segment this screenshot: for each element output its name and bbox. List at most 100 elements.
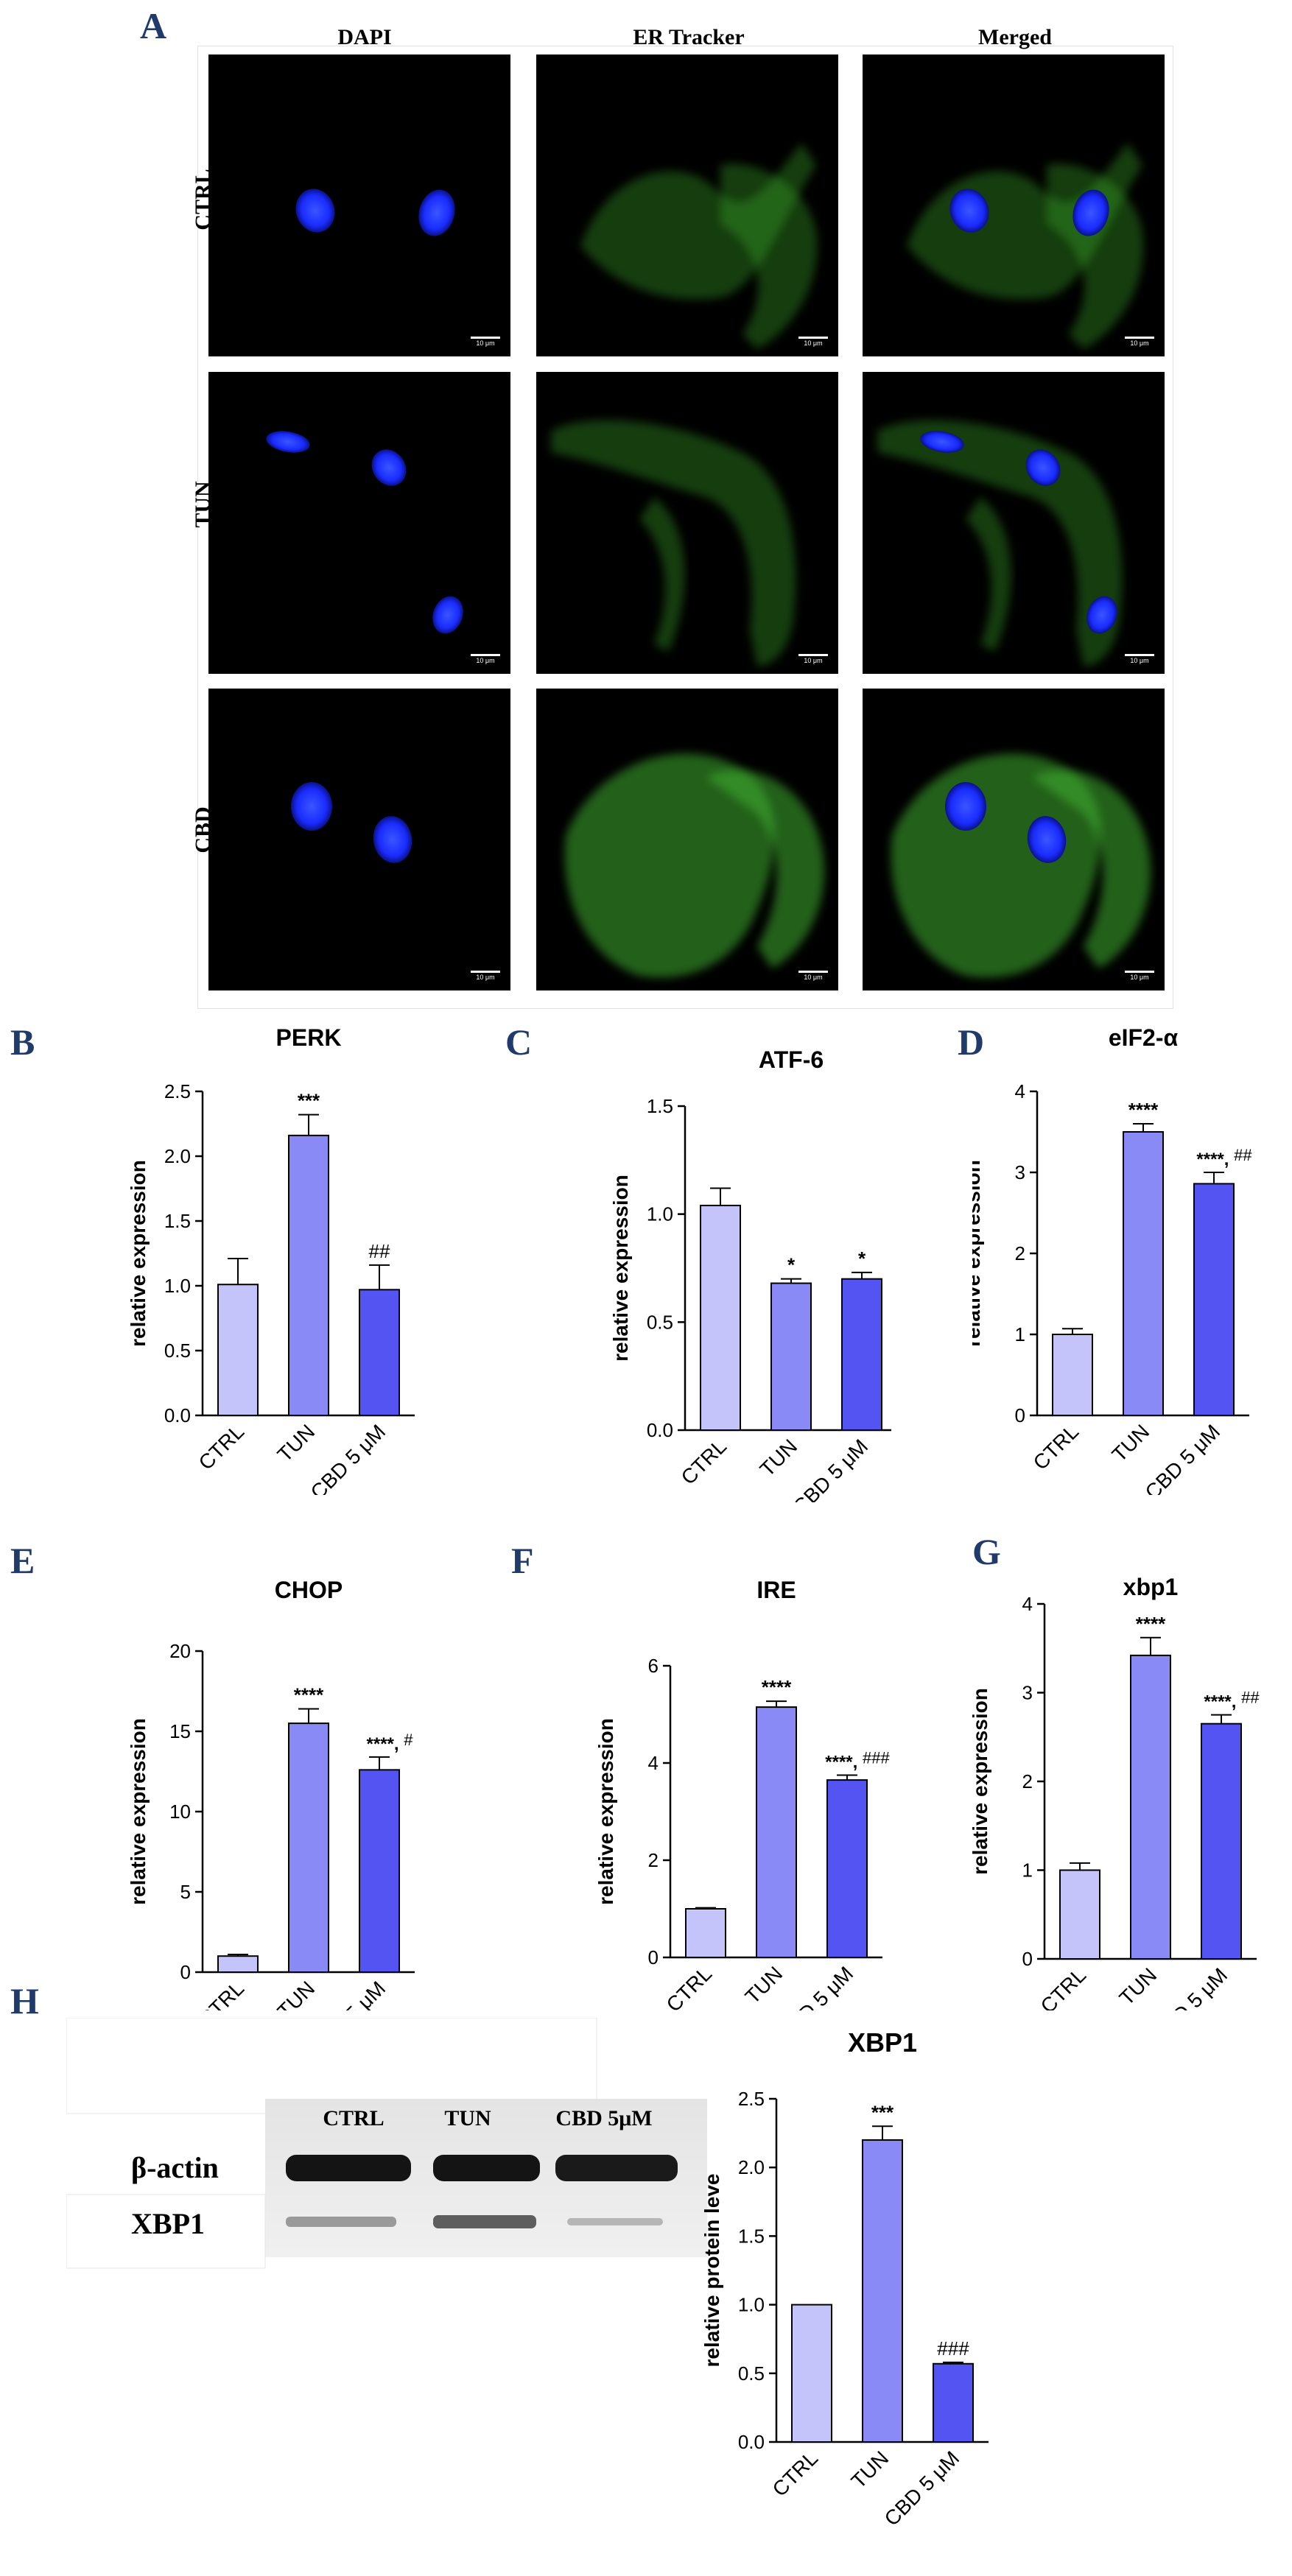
x-tick-label: TUN [1115, 1963, 1162, 2010]
panel-letter-d: D [958, 1021, 985, 1063]
scale-bar: 10 μm [798, 337, 828, 348]
scale-bar-line [1125, 337, 1154, 339]
x-tick-label: CTRL [194, 1977, 249, 2010]
x-tick-label: CTRL [662, 1962, 717, 2010]
scale-bar-line [471, 971, 500, 973]
scale-bar-label: 10 μm [804, 339, 823, 347]
x-tick-label: TUN [741, 1962, 787, 2008]
panel-letter-b: B [10, 1021, 35, 1063]
micrograph-ctrl-merged: 10 μm [863, 54, 1165, 356]
scale-bar-label: 10 μm [1130, 339, 1149, 347]
y-tick-label: 0 [1022, 1948, 1033, 1970]
y-tick-label: 2.5 [738, 2088, 765, 2110]
x-tick-label: CTRL [768, 2446, 823, 2501]
y-tick-label: 0.0 [647, 1419, 673, 1441]
y-tick-label: 0.0 [738, 2431, 765, 2453]
significance-label: * [787, 1254, 796, 1276]
y-tick-label: 2.0 [738, 2156, 765, 2178]
significance-label: **** [762, 1676, 792, 1698]
micrograph-tun-dapi: 10 μm [208, 372, 510, 674]
bar [1052, 1334, 1093, 1416]
y-tick-label: 0.0 [164, 1404, 191, 1426]
y-tick-label: 1.0 [164, 1275, 191, 1297]
micrograph-ctrl-er-tracker: 10 μm [536, 54, 838, 356]
y-tick-label: 6 [648, 1655, 659, 1677]
column-header-er-tracker: ER Tracker [633, 25, 745, 49]
bar [841, 1278, 882, 1431]
scale-bar: 10 μm [798, 971, 828, 982]
nucleus [920, 431, 964, 453]
er-signal [1032, 770, 1151, 968]
significance-label: ****, ### [825, 1749, 890, 1773]
bar [288, 1134, 329, 1416]
panel-letter-h: H [10, 1980, 39, 2021]
er-signal [1047, 163, 1144, 349]
y-tick-label: 2.5 [164, 1080, 191, 1102]
y-tick-label: 15 [169, 1720, 191, 1742]
x-tick-label: CBD 5 μM [774, 1962, 858, 2010]
bar [791, 2304, 832, 2443]
x-tick-label: CBD 5 μM [306, 1977, 390, 2010]
y-tick-label: 4 [1015, 1080, 1025, 1102]
scale-bar-label: 10 μm [1130, 657, 1149, 664]
chart-title: ATF-6 [759, 1046, 824, 1073]
scale-bar-line [798, 654, 828, 656]
scale-bar-label: 10 μm [476, 339, 495, 347]
significance-label: **** [1128, 1099, 1159, 1121]
significance-label: **** [294, 1683, 324, 1706]
nucleus [1027, 816, 1067, 863]
x-tick-label: CBD 5 μM [1148, 1963, 1232, 2010]
x-tick-label: CTRL [677, 1435, 731, 1489]
scale-bar-line [1125, 654, 1154, 656]
y-tick-label: 1.5 [164, 1210, 191, 1232]
y-tick-label: 0 [648, 1946, 659, 1968]
bar [288, 1722, 329, 1973]
x-tick-label: CTRL [194, 1420, 249, 1474]
scale-bar-label: 10 μm [476, 657, 495, 664]
nucleus [432, 596, 463, 634]
y-tick-label: 0 [180, 1961, 191, 1983]
scale-bar-label: 10 μm [1130, 974, 1149, 981]
y-tick-label: 10 [169, 1801, 191, 1823]
y-axis-label: relative expression [127, 1160, 150, 1347]
nucleus [373, 816, 412, 863]
scale-bar-label: 10 μm [804, 974, 823, 981]
y-axis-label: relative expression [594, 1718, 617, 1905]
chart-title: xbp1 [1123, 1574, 1179, 1600]
chart-eif2a: eIF2-α relative expression 0 1 2 3 4 CTRL **** TU… [961, 1009, 1282, 1504]
column-header-merged: Merged [978, 25, 1052, 49]
column-header-dapi: DAPI [337, 25, 392, 49]
scale-bar-line [471, 654, 500, 656]
scale-bar: 10 μm [1125, 654, 1154, 665]
bar [862, 2139, 903, 2443]
y-axis-label: relative expression [972, 1160, 984, 1347]
bar [1193, 1183, 1235, 1416]
nucleus [291, 782, 332, 831]
bar [359, 1769, 400, 1973]
nucleus [1086, 596, 1117, 634]
chart-xbp1-protein: XBP1 relative protein leve 0.0 0.5 1.0 1.5 2.0… [678, 2025, 1267, 2570]
y-tick-label: 1.5 [647, 1095, 673, 1117]
y-tick-label: 2 [1022, 1770, 1033, 1792]
scale-bar: 10 μm [1125, 337, 1154, 348]
bar [1130, 1654, 1171, 1960]
band-beta-actin-ctrl [286, 2155, 411, 2181]
nucleus [295, 189, 335, 233]
y-tick-label: 20 [169, 1640, 191, 1662]
significance-label: ****, ## [1196, 1146, 1252, 1169]
significance-label: **** [1136, 1613, 1166, 1635]
er-signal [877, 420, 1123, 666]
y-tick-label: 0.5 [738, 2362, 765, 2385]
chart-ire: IRE relative expression 0 2 4 6 CTRL **** TUN ***… [560, 1569, 906, 2046]
scale-bar: 10 μm [1125, 971, 1154, 982]
nucleus [945, 782, 986, 831]
er-signal [891, 753, 1101, 978]
er-signal [706, 770, 825, 968]
lane-label-tun: TUN [444, 2106, 491, 2130]
lane-label-cbd: CBD 5μM [555, 2106, 653, 2130]
x-tick-label: CBD 5 μM [1141, 1420, 1225, 1495]
bar [1201, 1722, 1242, 1960]
y-tick-label: 1 [1022, 1859, 1033, 1882]
chart-title: IRE [756, 1577, 796, 1603]
chart-atf6: ATF-6 relative expression 0.0 0.5 1.0 1.5 CTRL… [582, 1046, 897, 1518]
